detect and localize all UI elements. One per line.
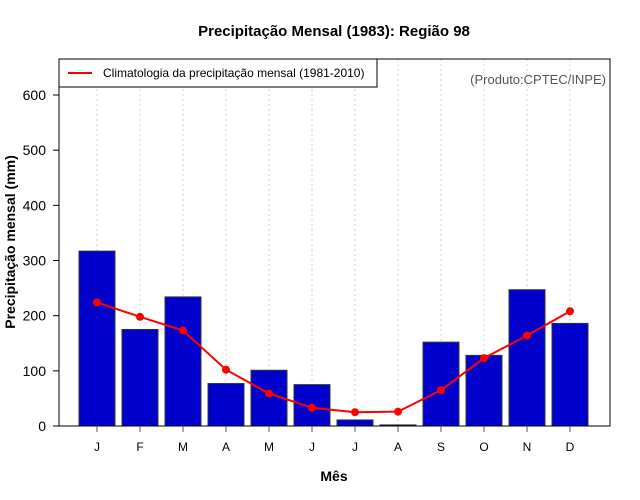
x-tick-label: A <box>222 440 230 454</box>
bar-8 <box>422 341 460 427</box>
bar-9 <box>465 354 503 427</box>
x-tick-label: S <box>437 440 445 454</box>
climatology-point-2 <box>179 326 187 335</box>
bar-6 <box>336 419 374 427</box>
climatology-point-1 <box>136 312 144 321</box>
y-tick-label: 100 <box>23 363 47 379</box>
climatology-point-0 <box>93 298 101 307</box>
bar-10 <box>508 289 546 427</box>
x-tick-label: J <box>309 440 315 454</box>
y-tick-label: 600 <box>23 87 47 103</box>
climatology-point-5 <box>308 403 316 412</box>
source-credit: (Produto:CPTEC/INPE) <box>470 72 606 87</box>
y-tick-label: 200 <box>23 308 47 324</box>
x-tick-label: J <box>352 440 358 454</box>
x-tick-label: D <box>566 440 575 454</box>
climatology-point-3 <box>222 365 230 374</box>
bar-11 <box>551 322 589 427</box>
x-tick-label: M <box>178 440 188 454</box>
y-axis-label: Precipitação mensal (mm) <box>2 155 18 329</box>
x-tick-label: M <box>264 440 274 454</box>
climatology-point-7 <box>394 407 402 416</box>
climatology-line <box>93 298 574 417</box>
y-tick-label: 0 <box>38 418 46 434</box>
x-tick-label: J <box>94 440 100 454</box>
bars <box>78 250 589 427</box>
legend: Climatologia da precipitação mensal (198… <box>58 58 378 88</box>
climatology-point-8 <box>437 386 445 395</box>
y-tick-label: 500 <box>23 142 47 158</box>
legend-entry-climatology: Climatologia da precipitação mensal (198… <box>103 66 364 80</box>
y-tick-label: 300 <box>23 253 47 269</box>
climatology-point-6 <box>351 408 359 417</box>
y-tick-label: 400 <box>23 197 47 213</box>
x-tick-label: A <box>394 440 402 454</box>
legend-box <box>58 58 378 88</box>
bar-1 <box>121 328 159 427</box>
chart-title: Precipitação Mensal (1983): Região 98 <box>198 23 470 40</box>
x-axis-label: Mês <box>320 468 347 484</box>
bar-2 <box>164 296 202 427</box>
climatology-polyline <box>96 301 571 414</box>
climatology-point-4 <box>265 389 273 398</box>
x-tick-label: O <box>479 440 488 454</box>
bar-3 <box>207 383 245 427</box>
y-axis: 0 100 200 300 400 500 600 <box>23 87 60 434</box>
x-tick-label: F <box>136 440 143 454</box>
climatology-point-9 <box>480 354 488 363</box>
climatology-point-11 <box>566 307 574 316</box>
bar-0 <box>78 250 116 427</box>
x-tick-label: N <box>523 440 532 454</box>
climatology-point-10 <box>523 331 531 340</box>
